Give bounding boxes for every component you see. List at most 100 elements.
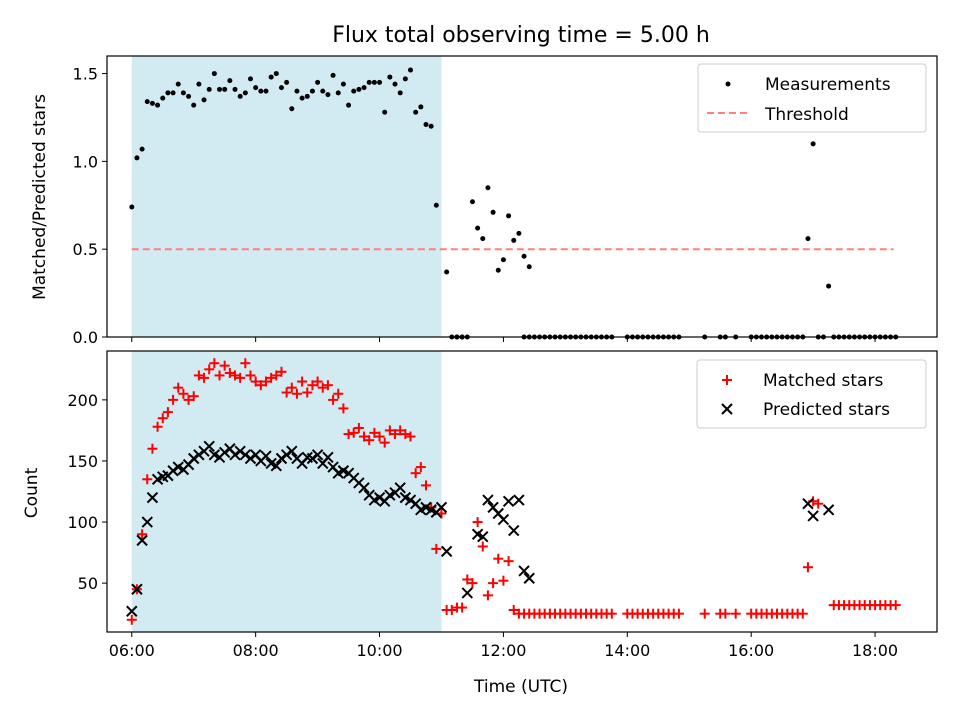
matched-star-point bbox=[276, 366, 287, 377]
measurement-point bbox=[521, 253, 527, 259]
measurement-point bbox=[444, 269, 450, 275]
predicted-star-point bbox=[822, 504, 835, 516]
measurement-point bbox=[418, 104, 424, 110]
matched-star-point bbox=[802, 562, 813, 573]
measurement-point bbox=[490, 209, 496, 215]
matched-star-point bbox=[405, 431, 416, 442]
predicted-x-b bbox=[394, 482, 406, 494]
measurement-point bbox=[165, 90, 171, 96]
predicted-x-b bbox=[513, 494, 525, 506]
matched-star-point bbox=[477, 541, 488, 552]
predicted-x-b bbox=[440, 545, 453, 558]
y-tick-label: 200 bbox=[67, 391, 98, 410]
predicted-star-point bbox=[502, 495, 515, 507]
matched-star-point bbox=[322, 380, 333, 391]
predicted-x-b bbox=[461, 587, 473, 599]
predicted-x-b bbox=[218, 446, 231, 459]
chart-title: Flux total observing time = 5.00 h bbox=[332, 23, 710, 48]
matched-star-point bbox=[410, 468, 421, 479]
measurement-point bbox=[810, 141, 816, 147]
measurement-point bbox=[475, 225, 481, 231]
matched-star-point bbox=[498, 575, 509, 586]
x-tick-label: 06:00 bbox=[109, 641, 155, 660]
measurement-point bbox=[196, 81, 202, 87]
predicted-x-b bbox=[508, 524, 520, 537]
measurement-point bbox=[371, 79, 377, 85]
predicted-x-b bbox=[306, 452, 319, 465]
matched-star-point bbox=[317, 382, 328, 393]
predicted-star-point bbox=[193, 449, 205, 461]
x-tick-label: 10:00 bbox=[356, 641, 402, 660]
y-tick-label: 1.5 bbox=[73, 65, 98, 84]
measurement-point bbox=[129, 204, 135, 210]
matched-star-point bbox=[606, 608, 617, 619]
measurement-point bbox=[826, 283, 832, 289]
predicted-star-point bbox=[802, 498, 814, 510]
predicted-star-point bbox=[306, 452, 319, 465]
matched-star-point bbox=[333, 388, 344, 399]
predicted-star-point bbox=[482, 494, 494, 506]
measurement-point bbox=[413, 109, 419, 115]
matched-star-point bbox=[209, 358, 220, 369]
matched-star-point bbox=[420, 480, 431, 491]
matched-star-point bbox=[503, 556, 514, 567]
axes-frame bbox=[106, 55, 938, 338]
measurement-point bbox=[428, 123, 434, 129]
legend-matched-label: Matched stars bbox=[763, 371, 883, 391]
predicted-star-point bbox=[807, 510, 819, 522]
matched-star-point bbox=[250, 376, 261, 387]
y-tick-label: 0.0 bbox=[73, 328, 98, 347]
matched-star-point bbox=[374, 431, 385, 442]
measurement-point bbox=[392, 81, 398, 87]
predicted-x-b bbox=[291, 452, 303, 465]
measurement-point bbox=[366, 79, 372, 85]
predicted-x-b bbox=[193, 449, 205, 461]
measurement-point bbox=[232, 86, 238, 92]
matched-star-point bbox=[183, 394, 194, 405]
measurement-point bbox=[320, 88, 326, 94]
predicted-star-point bbox=[404, 494, 417, 506]
measurement-point bbox=[284, 79, 290, 85]
matched-star-point bbox=[291, 388, 302, 399]
legend-matched-marker bbox=[722, 375, 732, 385]
predicted-star-point bbox=[373, 491, 386, 504]
predicted-x-b bbox=[167, 465, 179, 477]
predicted-star-point bbox=[322, 451, 334, 463]
measurement-point bbox=[134, 155, 140, 161]
predicted-star-point bbox=[244, 452, 257, 465]
matched-star-point bbox=[890, 600, 901, 611]
matched-star-point bbox=[482, 590, 493, 601]
measurement-point bbox=[408, 67, 414, 73]
predicted-star-point bbox=[234, 445, 246, 457]
top-panel: 0.0 0.5 1.0 1.5 bbox=[73, 55, 938, 347]
predicted-x-b bbox=[239, 449, 252, 461]
measurement-point bbox=[309, 88, 315, 94]
measurement-point bbox=[485, 185, 491, 191]
predicted-star-point bbox=[203, 440, 215, 453]
matched-star-point bbox=[369, 427, 380, 438]
measurement-point bbox=[377, 79, 383, 85]
legend-measurement-marker bbox=[725, 81, 731, 87]
top-ylabel: Matched/Predicted stars bbox=[30, 94, 50, 300]
predicted-star-point bbox=[131, 583, 143, 595]
measurement-point bbox=[361, 85, 367, 91]
matched-star-point bbox=[245, 370, 256, 381]
measurement-point bbox=[263, 88, 269, 94]
matched-star-point bbox=[446, 605, 457, 616]
predicted-x-b bbox=[208, 449, 221, 461]
measurement-point bbox=[268, 74, 274, 80]
predicted-x-b bbox=[337, 465, 350, 477]
predicted-x-b bbox=[482, 494, 494, 506]
matched-star-point bbox=[255, 380, 266, 391]
matched-star-point bbox=[462, 574, 473, 585]
predicted-x-b bbox=[188, 452, 200, 465]
matched-star-point bbox=[137, 529, 148, 540]
predicted-x-b bbox=[425, 504, 437, 516]
x-tick-label: 18:00 bbox=[852, 641, 898, 660]
measurement-point bbox=[330, 72, 336, 78]
matched-star-point bbox=[508, 605, 519, 616]
predicted-x-b bbox=[322, 451, 334, 463]
y-tick-label: 0.5 bbox=[73, 240, 98, 259]
matched-star-point bbox=[193, 370, 204, 381]
